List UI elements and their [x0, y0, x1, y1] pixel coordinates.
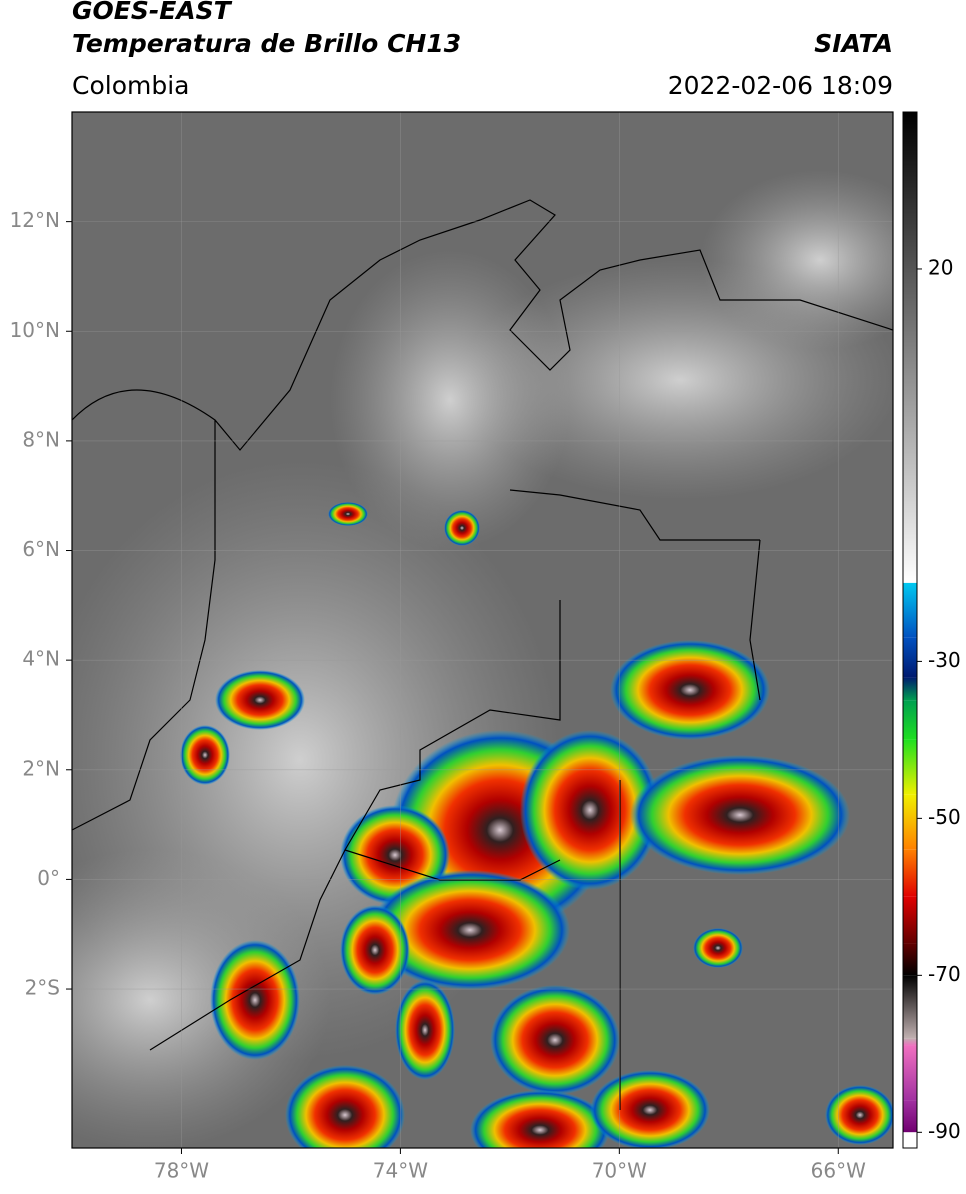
colorbar-segment	[903, 896, 917, 944]
colorbar-segment	[903, 582, 917, 638]
x-tick-label: 74°W	[373, 1159, 428, 1183]
colorbar-frame	[902, 111, 918, 1149]
datetime: 2022-02-06 18:09	[668, 71, 893, 100]
title: GOES-EAST	[72, 0, 233, 25]
y-tick-label: 6°N	[22, 537, 60, 561]
colorbar-tick-label: -90	[928, 1119, 961, 1143]
colorbar-segment	[903, 739, 917, 795]
y-tick-label: 2°S	[25, 976, 60, 1000]
colorbar-segment	[903, 1038, 917, 1046]
colorbar-segment	[903, 975, 917, 1039]
y-tick-label: 4°N	[22, 647, 60, 671]
y-tick-label: 10°N	[10, 318, 60, 342]
colorbar-segment	[903, 677, 917, 701]
x-tick-label: 70°W	[592, 1159, 647, 1183]
grid	[72, 112, 893, 1148]
y-tick-label: 2°N	[22, 756, 60, 780]
colorbar-tick-label: -30	[928, 648, 961, 672]
colorbar-segment	[903, 700, 917, 740]
map-frame	[71, 111, 894, 1149]
subtitle: Temperatura de Brillo CH13	[72, 29, 461, 58]
y-tick-label: 8°N	[22, 427, 60, 451]
colorbar-segment	[903, 112, 917, 583]
colorbar-segment	[903, 794, 917, 850]
colorbar	[903, 112, 917, 1148]
colorbar-segment	[903, 943, 917, 976]
colorbar-segment	[903, 1132, 917, 1148]
y-tick-label: 0°	[37, 866, 60, 890]
imagery	[72, 112, 893, 1148]
source: SIATA	[814, 29, 893, 58]
colorbar-segment	[903, 637, 917, 678]
colorbar-tick-label: 20	[928, 255, 953, 279]
colorbar-tick-label: -70	[928, 962, 961, 986]
colorbar-segment	[903, 1045, 917, 1101]
colorbar-segment	[903, 1100, 917, 1133]
colorbar-tick-label: -50	[928, 805, 961, 829]
y-tick-label: 12°N	[10, 208, 60, 232]
colorbar-segment	[903, 849, 917, 897]
x-tick-label: 66°W	[811, 1159, 866, 1183]
x-tick-label: 78°W	[154, 1159, 209, 1183]
region: Colombia	[72, 71, 189, 100]
